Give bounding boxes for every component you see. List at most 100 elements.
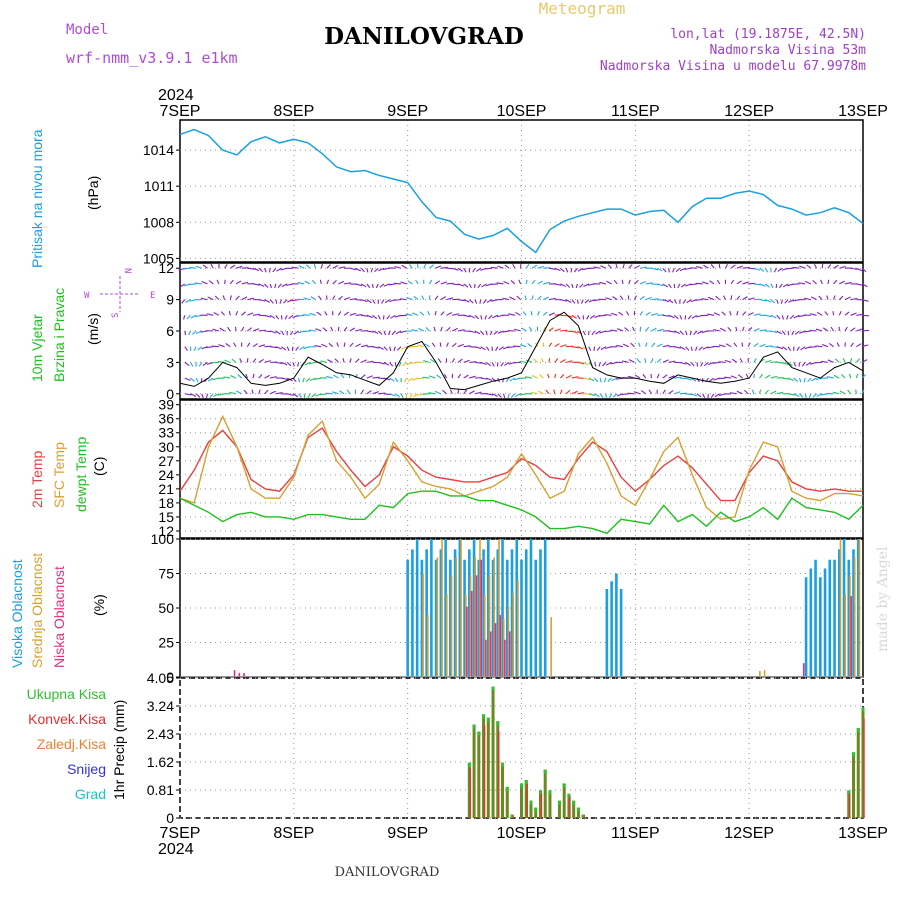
- wind-arrow: [434, 265, 442, 269]
- wind-arrow: [651, 342, 656, 348]
- wind-arrow: [230, 375, 237, 379]
- wind-arrow: [598, 314, 606, 317]
- wind-arrow: [207, 377, 214, 382]
- wind-arrow: [604, 330, 612, 333]
- wind-arrow: [821, 360, 828, 363]
- wind-arrow: [258, 283, 265, 287]
- wind-arrow: [736, 390, 743, 395]
- wind-arrow: [202, 361, 208, 366]
- wind-arrow: [514, 393, 521, 397]
- wind-arrow: [737, 374, 743, 379]
- wind-arrow: [723, 295, 726, 300]
- wind-arrow: [548, 358, 551, 363]
- wind-arrow: [779, 283, 783, 289]
- wind-arrow: [528, 326, 533, 332]
- pressure-unit: (hPa): [85, 176, 101, 210]
- wind-arrow: [812, 393, 817, 398]
- wind-arrow: [202, 264, 208, 269]
- precip-conv-bar: [569, 796, 571, 818]
- wind-arrow: [571, 390, 578, 395]
- wind-arrow: [361, 299, 368, 303]
- wind-arrow: [366, 390, 372, 395]
- wind-arrow: [835, 358, 840, 363]
- wind-arrow: [409, 264, 413, 269]
- wind-arrow: [583, 283, 590, 288]
- wind-arrow: [639, 311, 644, 316]
- wind-arrow: [710, 264, 715, 269]
- wind-arrow: [258, 344, 266, 348]
- wind-arrow: [537, 280, 544, 285]
- wind-arrow: [440, 326, 443, 332]
- wind-arrow: [799, 393, 804, 398]
- precip-total-bar: [847, 790, 851, 818]
- wind-arrow: [361, 314, 369, 317]
- wind-arrow: [673, 299, 678, 304]
- wind-arrow: [469, 361, 477, 363]
- wind-arrow: [628, 279, 631, 285]
- precip-total-bar: [572, 800, 576, 818]
- precip-total-bar: [486, 717, 490, 818]
- wind-arrow: [366, 314, 373, 319]
- wind-arrow: [542, 311, 548, 316]
- wind-arrow: [742, 326, 745, 332]
- wind-arrow: [753, 313, 761, 316]
- precip-cap: [491, 686, 495, 691]
- wind-label-1: 10m Vjetar: [29, 314, 45, 382]
- wind-arrow: [531, 374, 538, 379]
- wind-arrow: [861, 359, 868, 363]
- wind-arrow: [582, 330, 586, 336]
- wind-arrow: [588, 299, 595, 303]
- wind-arrow: [264, 299, 270, 303]
- bottom-day-label: 13SEP: [838, 825, 888, 842]
- wind-arrow: [416, 377, 424, 380]
- wind-arrow: [241, 311, 246, 316]
- wind-arrow: [423, 263, 427, 269]
- wind-arrow: [314, 344, 322, 348]
- wind-arrow: [324, 311, 328, 316]
- wind-arrow: [457, 329, 465, 332]
- wind-arrow: [721, 311, 726, 316]
- precip-cap: [572, 800, 576, 805]
- bottom-day-label: 12SEP: [724, 825, 774, 842]
- wind-arrow: [391, 330, 396, 336]
- wind-arrow: [719, 327, 726, 332]
- wind-arrow: [667, 268, 670, 273]
- wind-arrow: [674, 391, 681, 395]
- wind-arrow: [275, 361, 283, 365]
- wind-arrow: [607, 264, 613, 269]
- wind-arrow: [184, 361, 190, 367]
- wind-arrow: [206, 346, 214, 349]
- wind-arrow: [613, 279, 618, 285]
- wind-arrow: [446, 297, 454, 301]
- precip-total-bar: [562, 783, 566, 818]
- wind-arrow: [816, 311, 823, 316]
- wind-arrow: [475, 267, 482, 272]
- wind-arrow: [486, 299, 493, 303]
- wind-arrow: [640, 390, 647, 395]
- wind-arrow: [730, 279, 735, 285]
- wind-arrow: [645, 326, 650, 332]
- wind-arrow: [784, 299, 789, 304]
- precip-cap: [576, 807, 580, 812]
- wind-arrow: [372, 330, 379, 334]
- wind-arrow: [606, 280, 612, 285]
- wind-arrow: [496, 282, 504, 285]
- wind-arrow: [502, 393, 506, 399]
- wind-arrow: [833, 279, 838, 285]
- wind-arrow: [509, 377, 516, 382]
- precip-conv-bar: [484, 724, 486, 818]
- wind-arrow: [298, 265, 305, 269]
- wind-arrow: [264, 389, 269, 395]
- wind-arrow: [582, 361, 589, 366]
- wind-arrow: [668, 314, 675, 319]
- wind-arrow: [491, 393, 498, 397]
- compass-s: S: [111, 313, 121, 318]
- wind-arrow: [298, 377, 301, 383]
- wind-arrow: [710, 393, 715, 398]
- wind-arrow: [805, 361, 812, 366]
- wind-arrow: [826, 376, 834, 379]
- wind-arrow: [431, 342, 436, 348]
- wind-arrow: [320, 360, 328, 363]
- wind-arrow: [417, 344, 424, 348]
